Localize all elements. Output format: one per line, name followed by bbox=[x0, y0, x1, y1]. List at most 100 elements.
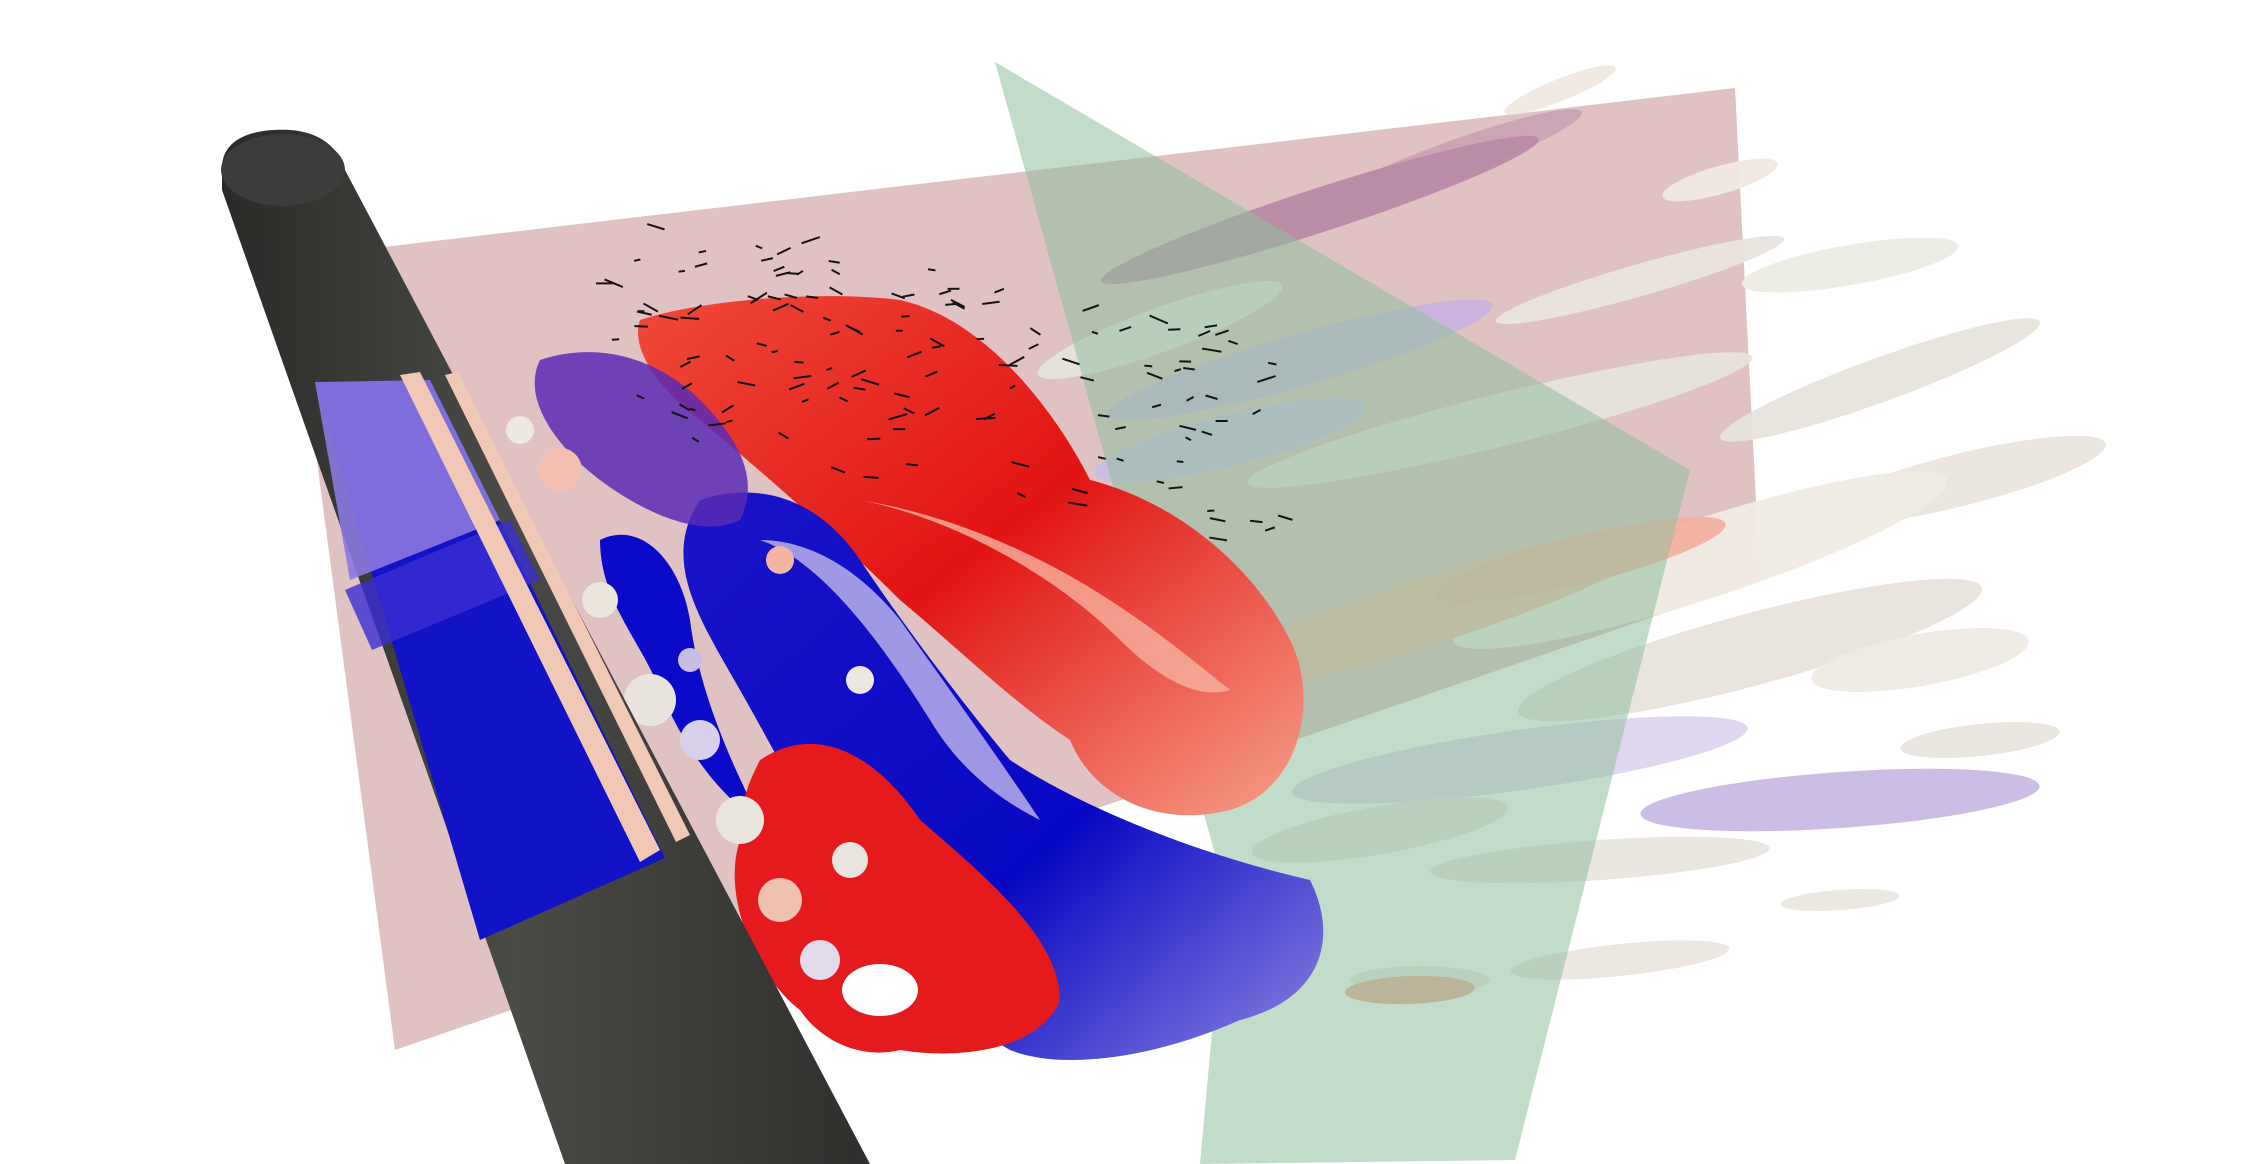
velocity-vector bbox=[1146, 371, 1163, 380]
velocity-vector bbox=[1198, 330, 1211, 337]
velocity-vector bbox=[767, 295, 782, 301]
vortex-streak-3 bbox=[1662, 158, 1778, 202]
velocity-vector bbox=[698, 249, 707, 254]
velocity-vector bbox=[680, 316, 700, 320]
turbulent-blobs bbox=[506, 416, 874, 980]
velocity-vector bbox=[839, 396, 849, 403]
velocity-vector bbox=[611, 338, 620, 341]
velocity-vector bbox=[1082, 304, 1100, 312]
velocity-vector bbox=[1205, 394, 1218, 401]
velocity-vector bbox=[694, 262, 708, 268]
turbulent-blob-8 bbox=[506, 416, 534, 444]
velocity-vector bbox=[790, 304, 804, 313]
cylinder bbox=[221, 129, 870, 1164]
velocity-vector bbox=[831, 268, 841, 276]
velocity-vector bbox=[1183, 367, 1195, 371]
turbulent-blob-7 bbox=[832, 842, 868, 878]
velocity-vector bbox=[679, 360, 692, 368]
velocity-vector bbox=[1186, 396, 1195, 402]
turbulent-blob-4 bbox=[716, 796, 764, 844]
velocity-vector bbox=[1209, 517, 1226, 523]
velocity-vector bbox=[633, 258, 641, 262]
velocity-vector bbox=[826, 381, 840, 390]
red-vortex-sheet bbox=[638, 296, 1304, 816]
vortex-streak-24 bbox=[1900, 722, 2060, 758]
velocity-vector bbox=[1256, 375, 1276, 383]
velocity-vector bbox=[894, 392, 910, 399]
velocity-vector bbox=[891, 292, 906, 300]
velocity-vector bbox=[829, 286, 843, 296]
velocity-vector bbox=[994, 287, 1005, 294]
velocity-vector bbox=[1144, 364, 1153, 368]
velocity-vector bbox=[760, 257, 774, 262]
velocity-vector bbox=[1149, 314, 1169, 325]
velocity-vector bbox=[691, 436, 700, 443]
velocity-vector bbox=[604, 278, 624, 288]
velocity-vector bbox=[952, 301, 966, 310]
velocity-vector bbox=[826, 367, 833, 371]
velocity-vector bbox=[1009, 384, 1016, 390]
vortex-streak-15 bbox=[1640, 768, 2040, 832]
velocity-vector bbox=[907, 350, 922, 359]
velocity-vector bbox=[681, 382, 693, 390]
velocity-vector bbox=[1174, 368, 1182, 373]
vortex-streak-13 bbox=[1811, 628, 2029, 692]
velocity-vector bbox=[1209, 536, 1228, 542]
velocity-vector bbox=[687, 304, 703, 316]
velocity-vector bbox=[658, 314, 679, 321]
velocity-vector bbox=[1115, 425, 1126, 431]
velocity-vector bbox=[867, 437, 881, 441]
velocity-vector bbox=[1168, 486, 1183, 490]
velocity-vector bbox=[1091, 330, 1099, 335]
velocity-vector bbox=[831, 466, 846, 474]
vortex-streak-6 bbox=[1720, 318, 2040, 442]
velocity-vector bbox=[784, 293, 798, 299]
velocity-vector bbox=[636, 310, 652, 316]
velocity-vectors bbox=[596, 223, 1293, 542]
velocity-vector bbox=[636, 394, 645, 400]
velocity-vector bbox=[1007, 355, 1025, 367]
velocity-vector bbox=[775, 271, 791, 277]
turbulent-blob-10 bbox=[678, 648, 702, 672]
velocity-vector bbox=[773, 265, 785, 272]
velocity-vector bbox=[925, 370, 938, 378]
velocity-vector bbox=[1071, 487, 1088, 495]
velocity-vector bbox=[998, 364, 1018, 367]
turbulent-blob-3 bbox=[680, 720, 720, 760]
velocity-vector bbox=[634, 325, 648, 328]
velocity-vector bbox=[1267, 361, 1277, 366]
turbulent-blob-11 bbox=[846, 666, 874, 694]
velocity-vector bbox=[756, 342, 768, 347]
turbulent-blob-1 bbox=[582, 582, 618, 618]
velocity-vector bbox=[646, 223, 665, 231]
velocity-vector bbox=[950, 298, 965, 308]
velocity-vector bbox=[927, 268, 936, 272]
velocity-vector bbox=[1185, 436, 1192, 442]
velocity-vector bbox=[888, 413, 908, 421]
velocity-vector bbox=[1097, 456, 1106, 460]
turbulent-blob-9 bbox=[766, 546, 794, 574]
velocity-vector bbox=[801, 398, 809, 403]
velocity-vector bbox=[1067, 501, 1088, 507]
velocity-vector bbox=[794, 360, 804, 364]
velocity-vector bbox=[1028, 343, 1039, 350]
velocity-vector bbox=[1176, 460, 1184, 464]
velocity-vector bbox=[902, 293, 915, 298]
velocity-vector bbox=[725, 354, 735, 362]
velocity-vector bbox=[772, 302, 789, 312]
velocity-vector bbox=[929, 337, 945, 348]
velocity-vector bbox=[901, 315, 910, 318]
velocity-vector bbox=[846, 325, 861, 333]
velocity-vector bbox=[903, 407, 915, 415]
velocity-vector bbox=[1016, 492, 1027, 499]
velocity-vector bbox=[776, 246, 792, 256]
velocity-vector bbox=[939, 289, 952, 296]
velocity-vector bbox=[1201, 347, 1222, 353]
velocity-vector bbox=[686, 355, 700, 361]
velocity-vector bbox=[678, 269, 686, 273]
velocity-vector bbox=[1119, 326, 1132, 332]
turbulent-blob-6 bbox=[800, 940, 840, 980]
velocity-vector bbox=[828, 260, 840, 264]
velocity-vector bbox=[1156, 480, 1165, 484]
velocity-vector bbox=[1264, 526, 1276, 532]
